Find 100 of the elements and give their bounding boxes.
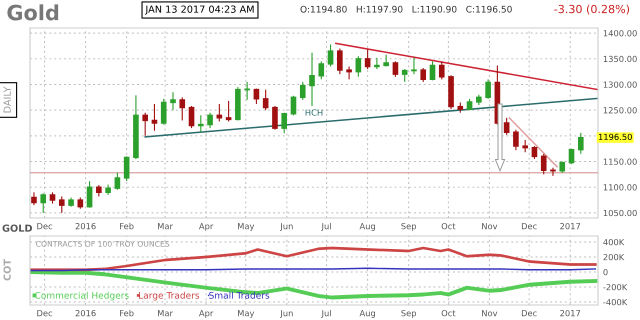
x-tick-label: Oct: [442, 310, 456, 316]
x-tick-label: Apr: [198, 310, 214, 318]
line-series: [30, 270, 598, 300]
candlestick: [290, 95, 296, 116]
y-tick-label: 1300.00: [604, 81, 637, 88]
candlestick: [124, 156, 130, 182]
x-tick-label: Nov: [482, 310, 498, 316]
x-tick-label: Jul: [321, 222, 331, 231]
candlestick: [540, 153, 547, 175]
candlestick: [244, 81, 250, 100]
candlestick: [105, 184, 111, 196]
text: DAILY: [4, 86, 11, 112]
candlestick: [346, 66, 352, 80]
candlestick: [337, 48, 343, 75]
y-tick-label: 1250.00: [604, 107, 637, 114]
candlestick: [476, 94, 482, 106]
candlestick: [114, 172, 120, 190]
x-tick-label: 2017: [560, 310, 580, 316]
x-tick-label: Nov: [482, 223, 498, 230]
x-tick-label: 2016: [76, 223, 96, 230]
candlestick: [272, 106, 278, 130]
x-tick-label: Apr: [198, 223, 214, 231]
candlestick: [300, 81, 306, 100]
y-tick-label: -400K: [603, 298, 628, 306]
candlestick: [179, 96, 186, 121]
candlestick: [216, 103, 222, 122]
candlestick: [309, 52, 315, 107]
y-tick-label: -200K: [603, 284, 628, 290]
line-series: [30, 246, 597, 272]
candlestick: [457, 102, 464, 114]
chart-title: Gold: [7, 4, 58, 20]
x-tick-label: 2017: [560, 223, 580, 230]
candlestick: [356, 56, 362, 78]
x-tick-label: Mar: [158, 310, 173, 316]
x-tick-label: Feb: [120, 310, 134, 316]
x-tick-label: Aug: [360, 310, 375, 318]
text: JAN 13 2017 04:23 AM: [144, 5, 254, 15]
y-tick-label: 1350.00: [604, 56, 637, 62]
candlestick: [559, 160, 566, 174]
candlestick: [504, 117, 510, 136]
candlestick: [40, 192, 46, 214]
x-tick-label: Feb: [120, 222, 134, 230]
y-tick-label: 1400.00: [604, 30, 637, 36]
candlestick: [392, 60, 398, 78]
candlestick: [198, 114, 204, 132]
chart-title: GOLD: [2, 224, 32, 232]
x-tick-label: Jun: [280, 223, 293, 231]
candlestick: [188, 106, 194, 129]
candlestick: [485, 78, 491, 100]
x-tick-label: Dec: [37, 310, 52, 316]
candlestick: [532, 146, 538, 160]
y-tick-label: 400K: [603, 238, 624, 246]
candlestick: [68, 196, 74, 208]
y-tick-label: 0: [603, 268, 608, 276]
candlestick: [58, 196, 65, 214]
candlestick: [78, 196, 84, 210]
x-tick-label: Jul: [321, 310, 331, 318]
candlestick: [262, 89, 268, 111]
candlestick: [142, 112, 148, 136]
candlestick: [170, 92, 176, 111]
candlestick: [513, 129, 519, 151]
candlestick: [226, 100, 232, 122]
candlestick: [568, 148, 574, 165]
candlestick: [411, 57, 417, 75]
candlestick: [402, 68, 408, 82]
candlestick: [281, 112, 288, 134]
candlestick: [420, 68, 426, 82]
candlestick: [430, 60, 436, 81]
x-tick-label: Aug: [360, 223, 375, 231]
text: O:1194.80 H:1197.90 L:1190.90 C:1196.50: [300, 6, 512, 13]
candlestick: [364, 49, 370, 70]
x-tick-label: May: [238, 223, 254, 231]
x-tick-label: Dec: [522, 223, 537, 230]
candlestick: [254, 88, 260, 105]
y-tick-label: 1050.00: [604, 210, 637, 216]
x-tick-label: 2016: [76, 310, 96, 316]
candlestick: [160, 98, 167, 126]
x-tick-label: Dec: [522, 310, 537, 316]
candlestick: [96, 184, 102, 197]
candlestick: [522, 139, 528, 153]
legend-label: Large Traders: [139, 292, 200, 300]
candlestick: [207, 112, 213, 129]
x-tick-label: Sep: [401, 223, 416, 231]
candlestick: [383, 54, 389, 68]
y-tick-label: 1100.00: [604, 184, 637, 190]
candlestick: [31, 192, 37, 206]
candlestick: [318, 60, 324, 80]
x-tick-label: Mar: [158, 223, 173, 230]
candlestick: [578, 132, 584, 154]
candlestick: [152, 103, 158, 132]
annotation: 1196.50: [598, 134, 632, 140]
y-tick-label: 200K: [603, 254, 624, 260]
x-tick-label: Jun: [280, 310, 293, 318]
x-tick-label: Oct: [442, 223, 456, 230]
x-tick-label: Sep: [401, 310, 416, 318]
candlestick: [328, 44, 334, 68]
candlestick: [374, 57, 380, 70]
text: -3.30 (0.28%): [554, 4, 630, 15]
x-tick-label: May: [238, 310, 254, 318]
x-tick-label: Dec: [37, 223, 52, 230]
